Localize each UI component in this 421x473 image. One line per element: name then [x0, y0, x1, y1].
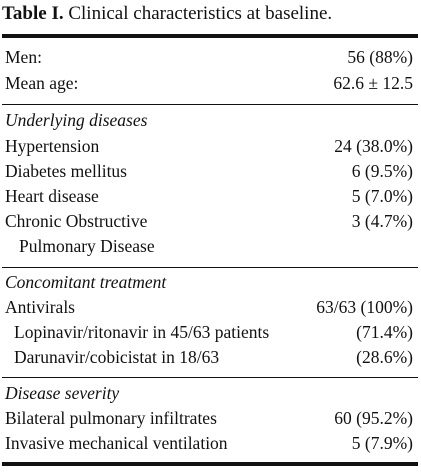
row-label: Antivirals	[5, 297, 75, 317]
row-label: Darunavir/cobicistat in 18/63	[14, 347, 220, 367]
section-divider	[2, 377, 418, 378]
table-row-mean-age: Mean age: 62.6 ± 12.5	[0, 72, 421, 94]
section-divider	[2, 267, 418, 268]
row-value: 5 (7.0%)	[351, 186, 413, 206]
table-row-hypertension: Hypertension 24 (38.0%)	[0, 135, 421, 157]
row-label: Hypertension	[5, 136, 100, 156]
row-value: 5 (7.9%)	[351, 433, 413, 453]
row-label: Mean age:	[5, 73, 79, 93]
section-heading-concomitant-treatment: Concomitant treatment	[0, 271, 421, 293]
section-label: Disease severity	[5, 383, 120, 403]
table-row-darunavir: Darunavir/cobicistat in 18/63 (28.6%)	[0, 346, 421, 368]
section-label: Underlying diseases	[5, 110, 148, 130]
row-value: (28.6%)	[356, 347, 413, 367]
section-heading-underlying-diseases: Underlying diseases	[0, 109, 421, 131]
bottom-rule	[2, 462, 418, 466]
table-row-copd-continued: Pulmonary Disease	[0, 235, 421, 257]
table-title: Table I. Clinical characteristics at bas…	[2, 3, 332, 25]
section-divider	[2, 104, 418, 105]
row-label: Diabetes mellitus	[5, 161, 127, 181]
row-value: 62.6 ± 12.5	[333, 73, 413, 93]
table-number: Table I.	[2, 3, 64, 24]
row-label: Heart disease	[5, 186, 99, 206]
row-label: Invasive mechanical ventilation	[5, 433, 228, 453]
table-row-heart-disease: Heart disease 5 (7.0%)	[0, 185, 421, 207]
table-row-lopinavir: Lopinavir/ritonavir in 45/63 patients (7…	[0, 321, 421, 343]
section-heading-disease-severity: Disease severity	[0, 382, 421, 404]
section-label: Concomitant treatment	[5, 272, 167, 292]
table-row-mechanical-ventilation: Invasive mechanical ventilation 5 (7.9%)	[0, 432, 421, 454]
row-value: 60 (95.2%)	[334, 408, 413, 428]
row-value: 6 (9.5%)	[351, 161, 413, 181]
table-row-antivirals: Antivirals 63/63 (100%)	[0, 296, 421, 318]
row-label: Men:	[5, 47, 42, 67]
table-caption: Clinical characteristics at baseline.	[63, 3, 333, 24]
row-value: 24 (38.0%)	[334, 136, 413, 156]
row-value: 63/63 (100%)	[316, 297, 413, 317]
row-value: 56 (88%)	[347, 47, 413, 67]
table-row-diabetes: Diabetes mellitus 6 (9.5%)	[0, 160, 421, 182]
top-rule	[2, 34, 418, 38]
row-label: Pulmonary Disease	[19, 236, 155, 256]
row-value: 3 (4.7%)	[351, 211, 413, 231]
row-label: Lopinavir/ritonavir in 45/63 patients	[14, 322, 270, 342]
table-row-copd: Chronic Obstructive 3 (4.7%)	[0, 210, 421, 232]
row-value: (71.4%)	[356, 322, 413, 342]
table-row-men: Men: 56 (88%)	[0, 46, 421, 68]
row-label: Bilateral pulmonary infiltrates	[5, 408, 217, 428]
table-row-bilateral-infiltrates: Bilateral pulmonary infiltrates 60 (95.2…	[0, 407, 421, 429]
row-label: Chronic Obstructive	[5, 211, 148, 231]
